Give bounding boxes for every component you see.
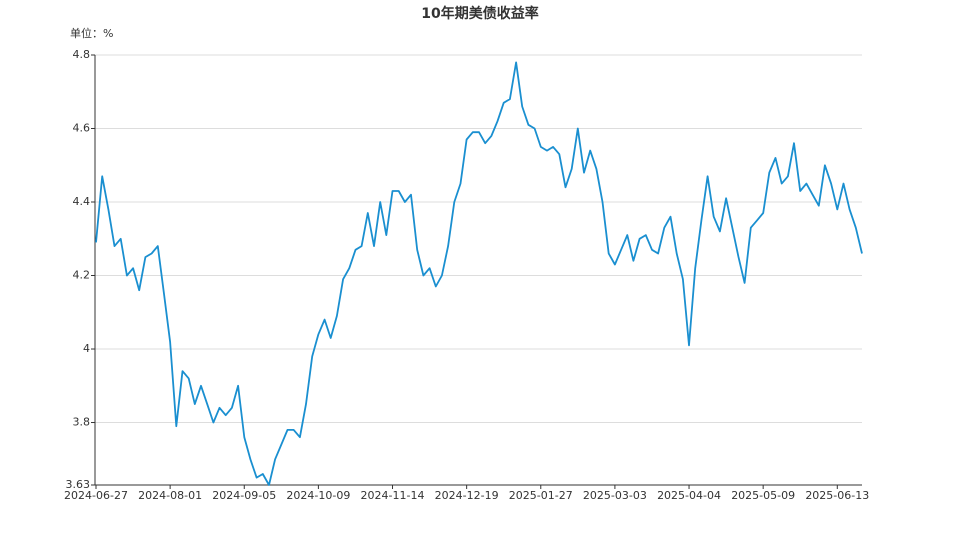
y-tick-label: 4.6 [73,122,91,135]
y-tick-label: 3.63 [66,478,91,491]
x-tick-label: 2025-06-13 [805,489,869,502]
y-tick-label: 4.8 [73,48,91,61]
x-tick-label: 2025-05-09 [731,489,795,502]
y-tick-label: 4.4 [73,195,91,208]
x-tick-label: 2024-12-19 [435,489,499,502]
y-tick-label: 4.2 [73,269,91,282]
chart-title: 10年期美债收益率 [421,5,538,22]
x-tick-label: 2024-10-09 [286,489,350,502]
x-tick-label: 2024-08-01 [138,489,202,502]
x-tick-label: 2025-01-27 [509,489,573,502]
x-tick-label: 2024-11-14 [361,489,425,502]
unit-label: 单位：% [70,26,113,40]
y-tick-label: 3.8 [73,416,91,429]
y-tick-label: 4 [83,342,90,355]
x-tick-label: 2024-06-27 [64,489,128,502]
x-tick-label: 2025-03-03 [583,489,647,502]
x-tick-label: 2024-09-05 [212,489,276,502]
x-tick-label: 2025-04-04 [657,489,721,502]
line-series [95,61,863,486]
